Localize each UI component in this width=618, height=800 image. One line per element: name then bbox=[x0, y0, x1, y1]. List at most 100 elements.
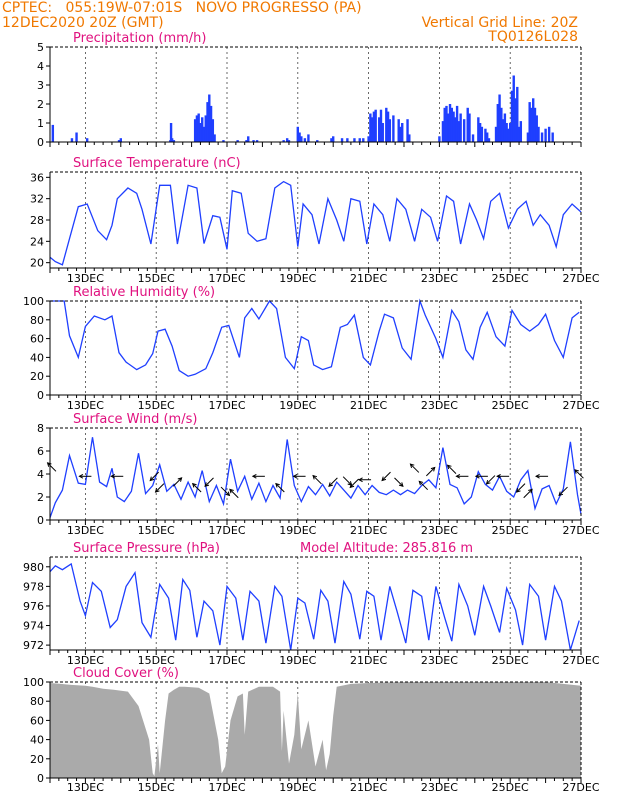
y-tick-label: 20 bbox=[30, 370, 44, 383]
wind-arrow-shaft bbox=[149, 471, 159, 481]
y-tick-label: 980 bbox=[23, 561, 44, 574]
precip-bar bbox=[193, 119, 197, 142]
wind-arrow-head bbox=[154, 488, 160, 493]
precip-bar bbox=[206, 102, 209, 142]
precip-bar bbox=[399, 126, 402, 142]
x-tick-label: 15DEC bbox=[138, 781, 175, 794]
precip-bar bbox=[117, 140, 121, 142]
precip-bar bbox=[540, 132, 544, 142]
precip-bar bbox=[209, 105, 213, 142]
wind-direction-arrow bbox=[496, 473, 510, 479]
x-tick-label: 19DEC bbox=[279, 781, 316, 794]
x-tick-label: 27DEC bbox=[562, 272, 599, 285]
wind-direction-arrow bbox=[574, 469, 584, 479]
y-tick-label: 4 bbox=[37, 60, 44, 73]
x-tick-label: 25DEC bbox=[492, 781, 529, 794]
panel-pressure: Surface Pressure (hPa) Model Altitude: 28… bbox=[23, 541, 600, 667]
wind-direction-arrow bbox=[358, 477, 372, 483]
wind-arrow-head bbox=[446, 464, 452, 470]
precip-bar bbox=[172, 140, 176, 142]
x-tick-label: 25DEC bbox=[492, 654, 529, 667]
precip-bar bbox=[362, 138, 365, 142]
wind-direction-arrow bbox=[204, 477, 214, 487]
precip-bar bbox=[443, 107, 446, 142]
y-tick-label: 0 bbox=[37, 136, 44, 149]
wind-arrow-shaft bbox=[516, 483, 526, 493]
x-tick-label: 21DEC bbox=[350, 524, 387, 537]
precip-bar bbox=[392, 115, 395, 142]
x-tick-label: 17DEC bbox=[208, 272, 245, 285]
y-tick-label: 100 bbox=[23, 295, 44, 308]
precip-bar bbox=[447, 113, 450, 142]
panel-title: Surface Pressure (hPa) bbox=[73, 541, 220, 556]
precip-bar bbox=[512, 75, 515, 142]
x-tick-label: 25DEC bbox=[492, 524, 529, 537]
header-station: CPTEC: 055:19W-07:01S NOVO PROGRESSO (PA… bbox=[2, 0, 362, 16]
wind-arrow-head bbox=[528, 488, 533, 494]
precip-bar bbox=[452, 111, 455, 142]
x-tick-label: 15DEC bbox=[138, 399, 175, 412]
x-tick-label: 13DEC bbox=[67, 781, 104, 794]
wind-direction-arrow bbox=[46, 462, 57, 472]
wind-arrow-shaft bbox=[558, 486, 568, 496]
wind-direction-arrow bbox=[381, 471, 391, 482]
x-tick-label: 15DEC bbox=[138, 272, 175, 285]
precip-bar bbox=[517, 126, 521, 142]
y-tick-label: 28 bbox=[30, 214, 44, 227]
wind-arrow-head bbox=[455, 473, 461, 479]
y-tick-label: 32 bbox=[30, 193, 44, 206]
precip-bar bbox=[514, 98, 517, 142]
precip-bar bbox=[445, 105, 448, 142]
wind-direction-arrow bbox=[446, 464, 457, 474]
precip-bar bbox=[408, 134, 411, 142]
header-vertical-grid-line: Vertical Grid Line: 20Z bbox=[421, 15, 578, 31]
wind-arrow-head bbox=[229, 488, 234, 494]
x-tick-label: 23DEC bbox=[421, 399, 458, 412]
precip-bar bbox=[501, 119, 505, 142]
y-tick-label: 100 bbox=[23, 676, 44, 689]
y-tick-label: 2 bbox=[37, 491, 44, 504]
wind-direction-arrow bbox=[425, 466, 436, 477]
precip-bar bbox=[484, 128, 487, 142]
precip-bar bbox=[544, 128, 547, 142]
wind-arrow-head bbox=[535, 473, 540, 479]
wind-arrow-head bbox=[381, 476, 387, 482]
panel-cloud: Cloud Cover (%) 0 20 40 60 80 100 13DEC 15DEC 17D… bbox=[23, 666, 600, 794]
precip-bar bbox=[450, 107, 453, 142]
wind-arrow-head bbox=[275, 482, 280, 488]
precip-bar bbox=[300, 136, 303, 142]
wind-arrow-head bbox=[430, 466, 436, 472]
x-tick-label: 17DEC bbox=[208, 654, 245, 667]
precip-bar bbox=[530, 107, 533, 142]
panel-title: Precipitation (mm/h) bbox=[73, 31, 206, 46]
series-line-pressure bbox=[49, 562, 580, 651]
precip-bar bbox=[213, 134, 216, 142]
wind-direction-arrow bbox=[418, 480, 429, 491]
panel-title: Cloud Cover (%) bbox=[73, 666, 179, 681]
precip-bar bbox=[282, 140, 285, 142]
wind-arrow-shaft bbox=[574, 469, 584, 479]
precip-bar bbox=[70, 138, 74, 142]
wind-arrow-shaft bbox=[342, 476, 352, 486]
precip-bar bbox=[236, 140, 239, 142]
precip-bar bbox=[516, 86, 519, 142]
precip-bar bbox=[462, 119, 466, 142]
precip-bar bbox=[507, 128, 510, 142]
panel-title: Relative Humidity (%) bbox=[73, 285, 215, 300]
precip-bar bbox=[388, 119, 392, 142]
wind-arrow-head bbox=[398, 482, 404, 487]
precip-bar bbox=[353, 138, 356, 142]
wind-arrow-head bbox=[149, 476, 155, 482]
precip-bar bbox=[296, 126, 299, 142]
precip-bar bbox=[457, 121, 461, 142]
wind-arrow-shaft bbox=[155, 483, 165, 493]
x-tick-label: 15DEC bbox=[138, 524, 175, 537]
precip-bar bbox=[75, 132, 78, 142]
wind-arrow-shaft bbox=[172, 477, 182, 487]
wind-arrow-head bbox=[312, 474, 318, 480]
wind-direction-arrow bbox=[342, 476, 353, 486]
precip-bar bbox=[316, 140, 319, 142]
y-tick-label: 40 bbox=[30, 734, 44, 747]
x-tick-label: 13DEC bbox=[67, 524, 104, 537]
wind-arrow-head bbox=[358, 477, 363, 483]
